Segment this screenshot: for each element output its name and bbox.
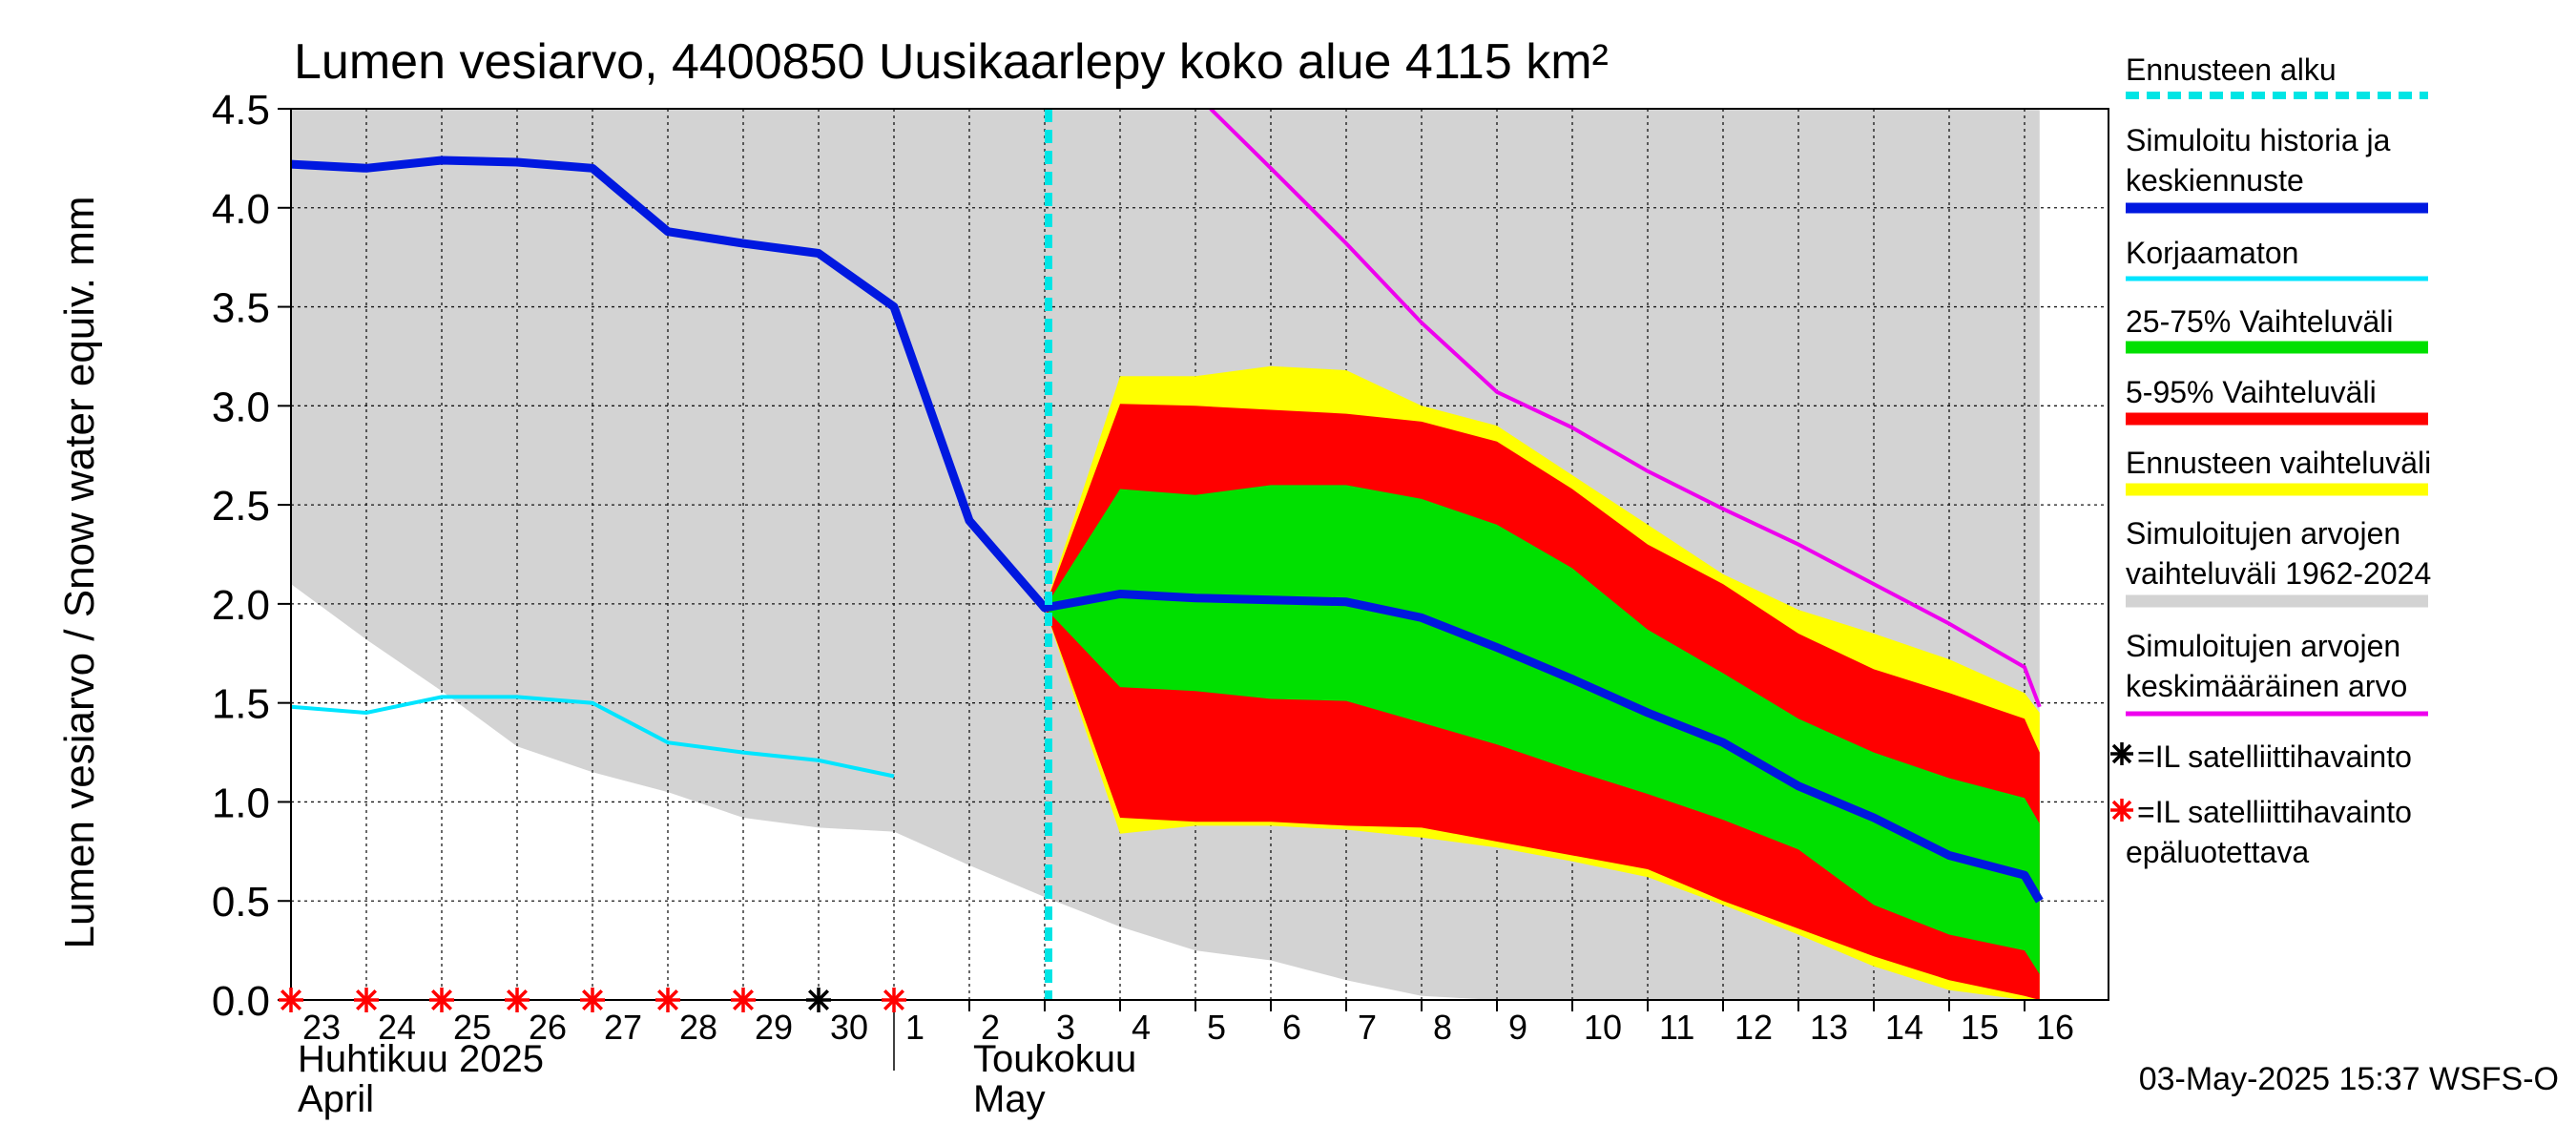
y-tick-label: 3.5: [212, 285, 270, 332]
x-tick-label: 24: [378, 1008, 416, 1047]
legend-sat-obs-label: =IL satelliittihavainto: [2137, 739, 2412, 774]
x-tick-label: 29: [755, 1008, 793, 1047]
sat-unreliable-marker: [429, 988, 454, 1012]
x-tick-label: 8: [1433, 1008, 1452, 1047]
plot-area: [291, 109, 2109, 1000]
sat-unreliable-marker: [580, 988, 605, 1012]
y-tick-label: 0.5: [212, 879, 270, 926]
legend: Ennusteen alku Simuloitu historia ja kes…: [2110, 52, 2431, 869]
legend-uncorrected-label: Korjaamaton: [2126, 236, 2298, 270]
x-tick-label: 30: [830, 1008, 868, 1047]
x-tick-label: 27: [604, 1008, 642, 1047]
legend-sat-obs-marker: [2110, 742, 2133, 765]
legend-sat-unreliable-marker: [2110, 799, 2133, 822]
x-tick-label: 3: [1056, 1008, 1075, 1047]
history-mean-line: [291, 156, 2044, 904]
sat-unreliable-marker: [279, 988, 303, 1012]
y-tick-label: 3.0: [212, 384, 270, 430]
legend-5-95-label: 5-95% Vaihteluväli: [2126, 375, 2377, 409]
x-tick-label: 15: [1961, 1008, 1999, 1047]
sat-unreliable-marker: [505, 988, 530, 1012]
axes: 0.00.51.01.52.02.53.03.54.04.523 24 25 26 27…: [212, 87, 2109, 1071]
sat-unreliable-marker: [882, 988, 906, 1012]
x-tick-label: 23: [302, 1008, 341, 1047]
month-label-may-en: May: [973, 1078, 1046, 1120]
range-25-75-area: [1045, 485, 2040, 974]
legend-25-75-label: 25-75% Vaihteluväli: [2126, 304, 2393, 339]
x-tick-label: 4: [1132, 1008, 1151, 1047]
y-tick-label: 4.5: [212, 87, 270, 134]
x-tick-label: 25: [453, 1008, 491, 1047]
y-tick-label: 1.0: [212, 780, 270, 826]
x-tick-label: 26: [529, 1008, 567, 1047]
legend-sim-mean-label-2: keskimääräinen arvo: [2126, 669, 2407, 703]
legend-sat-unreliable-label-2: epäluotettava: [2126, 835, 2309, 869]
y-axis-label: Lumen vesiarvo / Snow water equiv. mm: [56, 196, 103, 948]
legend-forecast-start-label: Ennusteen alku: [2126, 52, 2337, 87]
x-tick-label: 16: [2036, 1008, 2074, 1047]
x-tick-label: 5: [1207, 1008, 1226, 1047]
plot-content: [291, 109, 2109, 1000]
legend-sim-mean-label-1: Simuloitujen arvojen: [2126, 629, 2400, 663]
y-tick-label: 1.5: [212, 681, 270, 728]
uncorrected-line: [291, 695, 895, 779]
x-tick-label: 13: [1810, 1008, 1848, 1047]
legend-sim-range-label-1: Simuloitujen arvojen: [2126, 516, 2400, 551]
x-tick-label: 7: [1358, 1008, 1377, 1047]
y-tick-label: 4.0: [212, 186, 270, 233]
legend-sim-range-label-2: vaihteluväli 1962-2024: [2126, 556, 2431, 591]
chart-title: Lumen vesiarvo, 4400850 Uusikaarlepy kok…: [294, 34, 1609, 90]
sat-obs-marker: [806, 988, 831, 1012]
timestamp: 03-May-2025 15:37 WSFS-O: [2139, 1061, 2559, 1097]
x-tick-label: 12: [1735, 1008, 1773, 1047]
sat-unreliable-marker: [354, 988, 379, 1012]
x-tick-label: 1: [905, 1008, 924, 1047]
x-tick-label: 10: [1584, 1008, 1622, 1047]
y-tick-label: 0.0: [212, 978, 270, 1025]
plot-frame: [290, 108, 2109, 1001]
x-tick-label: 28: [679, 1008, 717, 1047]
x-tick-label: 11: [1659, 1008, 1694, 1047]
sat-unreliable-marker: [731, 988, 756, 1012]
month-label-april-en: April: [298, 1078, 374, 1120]
sim-mean-line: [1209, 109, 2042, 708]
month-label-april-fi: Huhtikuu 2025: [298, 1038, 544, 1080]
x-tick-label: 9: [1508, 1008, 1527, 1047]
legend-history-label-1: Simuloitu historia ja: [2126, 123, 2391, 157]
month-label-may-fi: Toukokuu: [973, 1038, 1136, 1080]
x-tick-label: 6: [1282, 1008, 1301, 1047]
x-tick-label: 2: [981, 1008, 1000, 1047]
sat-unreliable-marker: [655, 988, 680, 1012]
legend-history-label-2: keskiennuste: [2126, 163, 2304, 198]
legend-forecast-range-label: Ennusteen vaihteluväli: [2126, 446, 2431, 480]
x-tick-label: 14: [1885, 1008, 1923, 1047]
y-tick-label: 2.0: [212, 582, 270, 629]
y-tick-label: 2.5: [212, 483, 270, 530]
legend-sat-unreliable-label-1: =IL satelliittihavainto: [2137, 795, 2412, 829]
